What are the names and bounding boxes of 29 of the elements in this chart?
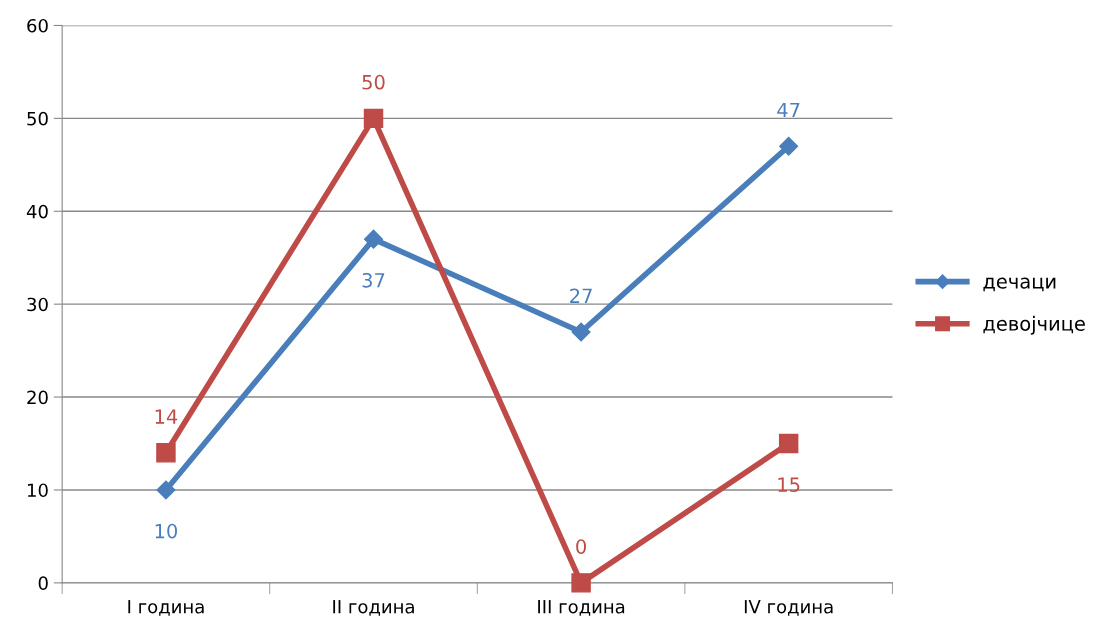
data-label: 10	[155, 523, 178, 539]
x-tick-label: I година	[128, 600, 204, 616]
point	[779, 136, 799, 156]
point	[363, 229, 384, 249]
data-label: 15	[778, 477, 800, 492]
data-label: 37	[362, 272, 385, 288]
y-tick-label: 20	[27, 390, 48, 405]
x-tick-label: III година	[538, 600, 625, 616]
y-tick-label: 60	[27, 18, 48, 33]
y-tick-label: 30	[27, 297, 48, 312]
point	[778, 433, 799, 454]
y-tick-label: 50	[27, 111, 48, 126]
legend-label: девојчице	[983, 315, 1085, 335]
data-label: 47	[777, 102, 800, 118]
point	[156, 443, 176, 463]
legend-label: дечаци	[983, 277, 1056, 292]
point	[571, 573, 591, 593]
point	[571, 322, 591, 342]
y-tick-label: 10	[27, 483, 48, 498]
data-label: 14	[155, 409, 178, 424]
point	[156, 480, 176, 500]
x-tick-label: II година	[333, 600, 414, 616]
point	[363, 108, 384, 129]
x-tick-label: IV година	[744, 600, 833, 616]
data-label: 50	[362, 74, 385, 90]
y-tick-label: 40	[26, 204, 48, 219]
data-label: 0	[576, 539, 586, 555]
data-label: 27	[570, 288, 592, 303]
y-tick-label: 0	[38, 576, 48, 590]
